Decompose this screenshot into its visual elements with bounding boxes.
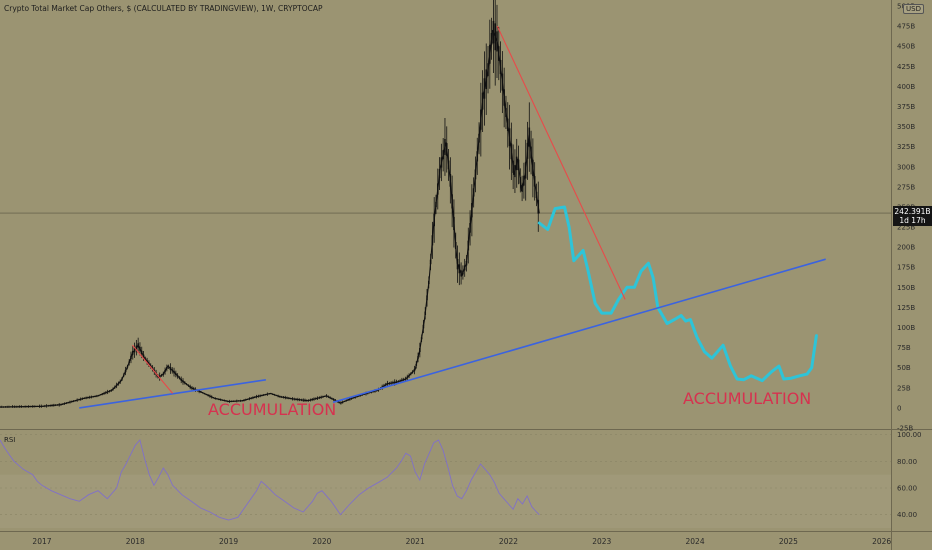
rsi-series xyxy=(0,439,540,521)
price-tick-label: 225B xyxy=(897,224,915,232)
rsi-line xyxy=(0,439,540,521)
time-tick-label: 2020 xyxy=(312,537,331,546)
price-tick-label: 25B xyxy=(897,384,911,392)
rsi-label: RSI xyxy=(4,436,16,444)
price-tick-label: 275B xyxy=(897,183,915,191)
price-tick-label: 75B xyxy=(897,344,911,352)
support-trendline-2017 xyxy=(79,379,267,409)
price-tick-label: 450B xyxy=(897,43,915,51)
price-series xyxy=(0,29,540,408)
time-tick-label: 2021 xyxy=(406,537,425,546)
current-price: 242.391B xyxy=(894,207,931,216)
time-tick-label: 2022 xyxy=(499,537,518,546)
bar-countdown: 1d 17h xyxy=(899,216,926,225)
price-tick-label: 400B xyxy=(897,83,915,91)
time-tick-label: 2023 xyxy=(592,537,611,546)
downtrend-line-2018 xyxy=(132,344,174,394)
price-tick-label: 325B xyxy=(897,143,915,151)
price-tick-label: 375B xyxy=(897,103,915,111)
price-tick-label: 150B xyxy=(897,284,915,292)
chart-title: Crypto Total Market Cap Others, $ (CALCU… xyxy=(4,4,323,13)
time-tick-label: 2018 xyxy=(126,537,145,546)
rsi-tick-label: 80.00 xyxy=(897,458,917,466)
price-tick-label: -25B xyxy=(897,425,913,433)
price-candles xyxy=(0,0,540,408)
time-tick-label: 2017 xyxy=(32,537,51,546)
currency-button[interactable]: USD xyxy=(903,4,924,14)
time-tick-label: 2026 xyxy=(872,537,891,546)
time-tick-label: 2025 xyxy=(779,537,798,546)
price-tick-label: 175B xyxy=(897,264,915,272)
price-tick-label: 200B xyxy=(897,244,915,252)
price-tag: 242.391B 1d 17h xyxy=(893,206,932,226)
grid xyxy=(0,212,891,528)
downtrend-line-2022 xyxy=(496,25,626,300)
price-line xyxy=(0,29,540,408)
time-tick-label: 2024 xyxy=(686,537,705,546)
price-tick-label: 425B xyxy=(897,63,915,71)
accumulation-label-left: ACCUMULATION xyxy=(208,400,336,419)
price-tick-label: 50B xyxy=(897,364,911,372)
time-tick-label: 2019 xyxy=(219,537,238,546)
price-tick-label: 350B xyxy=(897,123,915,131)
projection-series xyxy=(537,205,818,383)
rsi-band xyxy=(0,474,891,528)
accumulation-label-right: ACCUMULATION xyxy=(683,389,811,408)
price-tick-label: 0 xyxy=(897,404,901,412)
projection-line xyxy=(537,205,818,383)
rsi-tick-label: 100.00 xyxy=(897,431,922,439)
trendlines xyxy=(79,25,826,409)
support-trendline-2020 xyxy=(332,258,826,404)
rsi-tick-label: 40.00 xyxy=(897,511,917,519)
price-tick-label: 125B xyxy=(897,304,915,312)
price-tick-label: 100B xyxy=(897,324,915,332)
price-tick-label: 300B xyxy=(897,163,915,171)
rsi-tick-label: 60.00 xyxy=(897,485,917,493)
price-tick-label: 475B xyxy=(897,23,915,31)
